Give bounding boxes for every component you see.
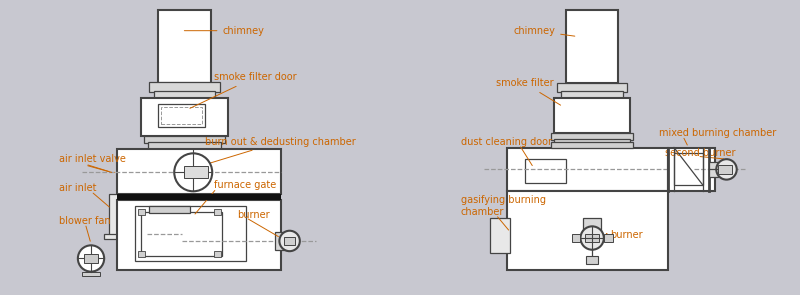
Bar	[143, 136, 226, 143]
Bar	[525, 159, 566, 183]
Text: gasifying burning
chamber: gasifying burning chamber	[461, 195, 546, 217]
Bar	[572, 234, 581, 242]
Bar	[141, 98, 228, 136]
Bar	[551, 142, 633, 148]
Bar	[551, 133, 633, 140]
Bar	[158, 10, 210, 83]
Text: dust cleaning door: dust cleaning door	[461, 137, 552, 147]
Bar	[709, 162, 718, 177]
Bar	[138, 209, 145, 215]
Bar	[490, 218, 510, 253]
Bar	[507, 148, 668, 191]
Text: blower fan: blower fan	[59, 216, 110, 225]
Bar	[141, 212, 222, 255]
Bar	[214, 209, 221, 215]
Bar	[554, 139, 630, 146]
Text: chimney: chimney	[184, 26, 264, 36]
Text: smoke filter door: smoke filter door	[190, 72, 296, 108]
Bar	[154, 91, 215, 98]
Bar	[148, 142, 221, 149]
Bar	[135, 206, 246, 261]
Text: furnace gate: furnace gate	[214, 181, 276, 191]
Text: mixed burning chamber: mixed burning chamber	[659, 128, 777, 138]
Bar	[566, 10, 618, 83]
Text: smoke filter: smoke filter	[496, 78, 561, 105]
Text: air inlet: air inlet	[59, 183, 96, 194]
Circle shape	[581, 226, 604, 250]
Bar	[585, 234, 599, 242]
Bar	[275, 232, 286, 250]
Text: air inlet valve: air inlet valve	[59, 154, 126, 164]
Circle shape	[78, 245, 104, 272]
Bar	[557, 83, 627, 92]
Circle shape	[174, 153, 212, 191]
Bar	[214, 251, 221, 257]
Bar	[507, 191, 668, 270]
Bar	[583, 218, 601, 232]
Bar	[118, 200, 281, 270]
Bar	[718, 165, 732, 174]
Text: burner: burner	[237, 210, 270, 220]
Bar	[138, 251, 145, 257]
Text: second burner: second burner	[665, 148, 736, 158]
Bar	[674, 153, 703, 186]
Bar	[84, 254, 98, 263]
Bar	[562, 91, 623, 98]
Bar	[118, 194, 281, 200]
Text: burn out & dedusting chamber: burn out & dedusting chamber	[187, 137, 356, 170]
Bar	[104, 234, 125, 240]
Bar	[668, 148, 715, 191]
Bar	[118, 149, 281, 194]
Text: burner: burner	[610, 230, 642, 240]
Circle shape	[716, 159, 737, 180]
Bar	[109, 194, 120, 235]
Bar	[586, 255, 598, 264]
Bar	[554, 98, 630, 133]
Bar	[604, 234, 613, 242]
Bar	[185, 166, 208, 178]
Text: chimney: chimney	[514, 26, 575, 36]
Bar	[158, 104, 205, 127]
Circle shape	[279, 231, 300, 251]
Bar	[284, 237, 295, 245]
Bar	[161, 106, 202, 124]
Bar	[150, 82, 219, 92]
Bar	[150, 206, 190, 213]
Bar	[82, 272, 100, 276]
